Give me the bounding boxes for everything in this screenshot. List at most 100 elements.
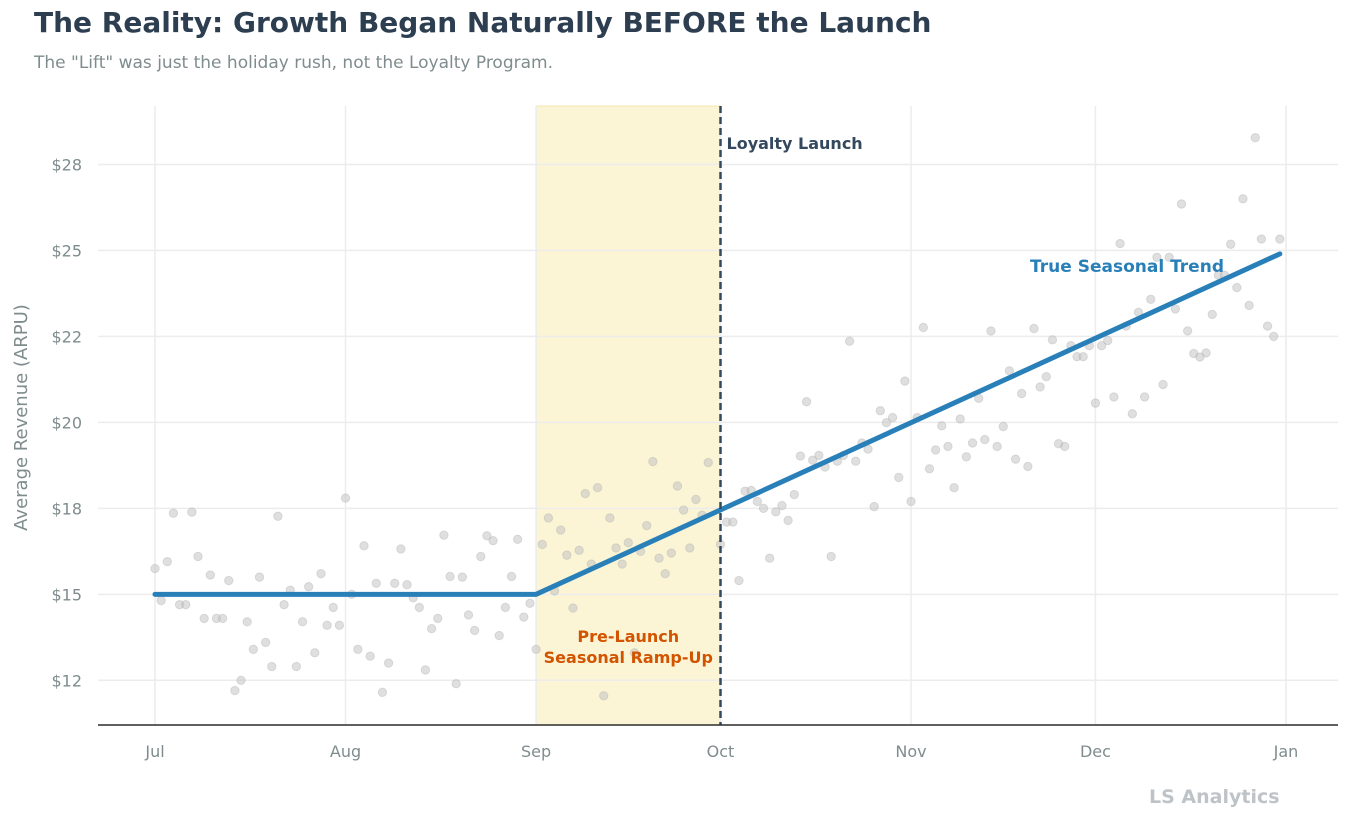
data-point (869, 501, 879, 512)
data-point (783, 515, 793, 526)
data-point (1078, 351, 1088, 362)
x-tick-label: Nov (895, 742, 926, 761)
data-point (808, 455, 818, 465)
data-point (150, 563, 160, 574)
data-point (986, 326, 996, 336)
y-tick-labels: $12 $15 $18 $20 $22 $25 $28 (51, 155, 82, 690)
data-point (1029, 323, 1039, 334)
data-point (1060, 441, 1070, 452)
data-point (1016, 388, 1027, 399)
data-point (666, 548, 677, 558)
data-point (1035, 382, 1045, 392)
data-point (851, 456, 861, 466)
y-tick-label: $20 (51, 413, 82, 432)
data-point (414, 602, 425, 613)
data-point (691, 494, 701, 505)
data-point (1139, 392, 1150, 402)
data-point (328, 602, 338, 613)
data-point (193, 551, 203, 562)
data-point (764, 553, 775, 563)
data-point (1158, 379, 1168, 390)
data-point (236, 675, 246, 685)
data-point (642, 520, 652, 531)
data-point (426, 624, 437, 634)
data-point (162, 556, 172, 567)
data-point (967, 438, 978, 448)
data-point (1170, 304, 1181, 314)
data-point (1096, 340, 1107, 351)
data-point (1244, 300, 1254, 311)
data-point (906, 496, 916, 507)
data-point (703, 457, 713, 468)
page-title: The Reality: Growth Began Naturally BEFO… (34, 6, 932, 39)
trend-label: True Seasonal Trend (1030, 257, 1224, 277)
data-point (217, 613, 228, 624)
data-point (1115, 238, 1125, 249)
data-point (181, 599, 191, 610)
data-point (1146, 294, 1156, 304)
data-point (629, 648, 640, 658)
data-point (359, 541, 369, 551)
data-point (555, 525, 566, 535)
data-point (875, 405, 886, 416)
data-point (463, 610, 474, 620)
data-point (205, 570, 216, 580)
data-point (992, 441, 1002, 452)
data-point (1275, 234, 1285, 244)
data-point (771, 507, 781, 517)
data-point (1232, 282, 1242, 293)
data-point (562, 550, 572, 560)
y-tick-label: $18 (51, 499, 82, 518)
data-point (1047, 335, 1058, 345)
data-point (482, 531, 492, 541)
data-point (254, 572, 265, 582)
data-point (279, 599, 289, 610)
x-tick-label: Sep (521, 742, 551, 761)
data-point (955, 414, 965, 424)
data-point (814, 450, 824, 461)
data-point (340, 493, 351, 503)
data-point (728, 517, 738, 527)
trend-line (152, 251, 1283, 597)
data-point (930, 445, 941, 455)
data-point (980, 434, 990, 445)
data-point (1201, 348, 1211, 358)
data-point (199, 613, 209, 624)
data-point (961, 452, 972, 462)
data-point (383, 658, 394, 668)
data-point (672, 481, 683, 491)
data-point (685, 543, 695, 553)
data-point (568, 603, 578, 613)
data-point (334, 620, 345, 630)
y-tick-label: $15 (51, 585, 82, 604)
data-point (396, 544, 406, 554)
data-point (1010, 454, 1021, 464)
data-point (918, 322, 929, 333)
data-point (224, 575, 234, 586)
data-point (1152, 252, 1162, 263)
data-point (260, 637, 271, 648)
data-point (310, 648, 320, 658)
data-point (531, 644, 541, 655)
y-tick-label: $28 (51, 155, 82, 174)
data-point (390, 578, 400, 589)
data-point (297, 617, 308, 627)
data-point (1182, 326, 1193, 336)
watermark: LS Analytics (1149, 786, 1280, 808)
data-point (887, 412, 898, 423)
data-point (1090, 398, 1101, 408)
data-point (187, 507, 197, 517)
y-axis-label: Average Revenue (ARPU) (11, 304, 32, 531)
data-point (267, 661, 277, 672)
data-point (439, 530, 449, 540)
data-point (1195, 352, 1205, 362)
data-point (402, 579, 412, 590)
y-tick-label: $22 (51, 327, 82, 346)
data-point (1164, 252, 1174, 263)
data-point (168, 508, 179, 518)
data-point (789, 489, 799, 500)
data-point (574, 545, 584, 556)
data-point (303, 582, 314, 592)
x-tick-label: Oct (707, 742, 735, 761)
